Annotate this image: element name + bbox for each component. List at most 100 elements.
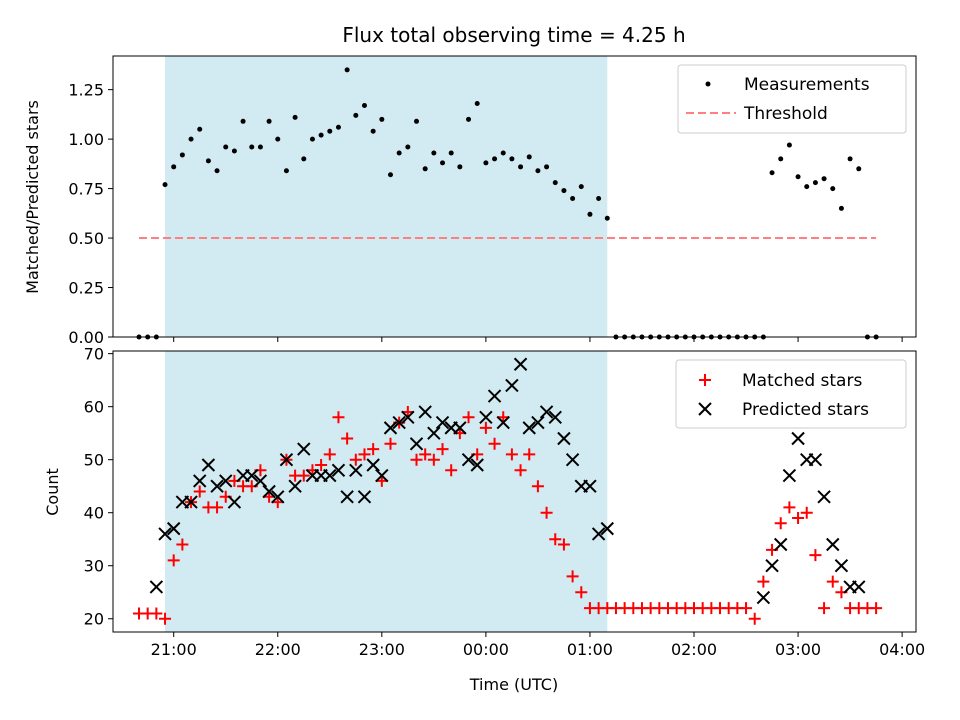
matched-stars-point bbox=[341, 432, 354, 445]
measurements-point bbox=[318, 132, 324, 138]
matched-stars-point bbox=[410, 453, 423, 466]
predicted-stars-point bbox=[591, 527, 606, 541]
bottom-y-tick-label-1: 30 bbox=[84, 557, 104, 576]
matched-stars-point bbox=[167, 554, 180, 567]
predicted-stars-point bbox=[201, 458, 216, 472]
measurements-point bbox=[414, 118, 420, 124]
matched-stars-point bbox=[792, 512, 805, 525]
predicted-stars-point bbox=[271, 490, 285, 504]
matched-stars-point bbox=[748, 612, 761, 625]
top-y-axis-label: Matched/Predicted stars bbox=[23, 100, 42, 294]
measurements-point bbox=[492, 156, 498, 162]
measurements-point bbox=[379, 116, 385, 122]
x-tick-label-4: 01:00 bbox=[567, 640, 613, 659]
predicted-stars-point bbox=[496, 415, 510, 430]
measurements-point bbox=[162, 182, 168, 188]
measurements-point bbox=[578, 184, 584, 190]
bottom-y-tick-label-3: 50 bbox=[84, 451, 104, 470]
matched-stars-point bbox=[549, 533, 562, 546]
matched-stars-point bbox=[757, 575, 770, 588]
top-y-tick-label-0: 0.00 bbox=[68, 328, 104, 347]
matched-stars-point bbox=[419, 448, 432, 461]
bottom-series-marks bbox=[133, 357, 883, 625]
matched-stars-point bbox=[176, 538, 189, 551]
matched-stars-point bbox=[774, 517, 787, 530]
predicted-stars-point bbox=[557, 431, 571, 446]
matched-stars-point bbox=[870, 602, 883, 615]
bottom-x-ticks: 21:00 22:00 23:00 00:00 01:00 02:00 03:00 04:00 bbox=[151, 632, 925, 659]
predicted-stars-point bbox=[331, 463, 346, 477]
predicted-stars-point bbox=[470, 458, 484, 472]
predicted-stars-point bbox=[808, 452, 823, 467]
predicted-stars-point bbox=[791, 431, 805, 446]
bottom-y-tick-label-5: 70 bbox=[84, 345, 104, 364]
predicted-stars-point bbox=[461, 452, 476, 467]
x-tick-label-0: 21:00 bbox=[151, 640, 197, 659]
top-y-tick-label-1: 0.25 bbox=[68, 279, 104, 298]
matched-stars-point bbox=[367, 443, 380, 456]
measurements-point bbox=[535, 168, 541, 174]
matched-stars-point bbox=[323, 448, 336, 461]
matched-stars-point bbox=[479, 421, 492, 434]
measurements-point bbox=[856, 166, 862, 172]
top-shaded-interval bbox=[165, 56, 608, 337]
predicted-stars-point bbox=[288, 479, 302, 493]
bottom-legend-box bbox=[675, 359, 907, 429]
bottom-y-axis-label: Count bbox=[43, 468, 62, 516]
top-x-ticks bbox=[173, 337, 903, 342]
measurements-point bbox=[405, 144, 411, 150]
top-legend-box bbox=[677, 64, 907, 134]
matched-stars-point bbox=[427, 453, 440, 466]
measurements-point bbox=[526, 154, 532, 160]
matched-stars-point bbox=[575, 586, 588, 599]
bottom-shaded-interval bbox=[165, 351, 608, 632]
measurements-point bbox=[483, 160, 489, 166]
matched-stars-point bbox=[783, 501, 796, 514]
legend-threshold-label: Threshold bbox=[743, 104, 828, 124]
measurements-point bbox=[396, 150, 402, 156]
predicted-stars-point bbox=[565, 452, 580, 467]
measurements-point bbox=[309, 136, 315, 142]
measurements-point bbox=[292, 114, 298, 120]
predicted-stars-point bbox=[817, 490, 831, 504]
matched-stars-point bbox=[349, 453, 362, 466]
legend-matched-marker bbox=[699, 374, 711, 386]
measurements-point bbox=[344, 67, 350, 73]
predicted-stars-point bbox=[531, 415, 545, 430]
bottom-y-tick-label-0: 20 bbox=[84, 610, 104, 629]
matched-stars-point bbox=[211, 501, 224, 514]
predicted-stars-point bbox=[513, 357, 528, 371]
legend-measurements-marker bbox=[705, 81, 711, 87]
matched-stars-point bbox=[740, 602, 753, 615]
matched-stars-point bbox=[800, 506, 813, 519]
measurements-point bbox=[283, 168, 289, 174]
top-axes-frame bbox=[112, 55, 917, 338]
measurements-point bbox=[275, 136, 281, 142]
measurements-point bbox=[205, 158, 211, 164]
predicted-stars-point bbox=[184, 495, 198, 509]
matched-stars-point bbox=[445, 464, 458, 477]
top-legend: Measurements Threshold bbox=[677, 64, 907, 134]
predicted-stars-point bbox=[392, 415, 406, 430]
measurements-point bbox=[604, 215, 610, 221]
matched-stars-point bbox=[384, 437, 397, 450]
predicted-stars-point bbox=[245, 468, 259, 483]
predicted-stars-point bbox=[149, 580, 164, 594]
predicted-stars-point bbox=[340, 490, 354, 504]
predicted-stars-point bbox=[453, 421, 467, 435]
measurements-point bbox=[361, 102, 367, 108]
measurements-point bbox=[301, 156, 307, 162]
measurements-point bbox=[847, 156, 853, 162]
measurements-point bbox=[552, 180, 558, 186]
predicted-stars-point bbox=[210, 479, 224, 493]
bottom-panel: 20 30 40 50 60 70 21:00 22:00 23:00 00:00 01:00 02… bbox=[43, 345, 925, 694]
matched-stars-point bbox=[514, 464, 527, 477]
measurements-point bbox=[431, 150, 437, 156]
predicted-stars-point bbox=[253, 474, 268, 488]
matched-stars-point bbox=[557, 538, 570, 551]
measurements-point bbox=[509, 156, 515, 162]
measurements-point bbox=[257, 144, 263, 150]
predicted-stars-point bbox=[600, 521, 614, 536]
measurements-point bbox=[457, 164, 463, 170]
